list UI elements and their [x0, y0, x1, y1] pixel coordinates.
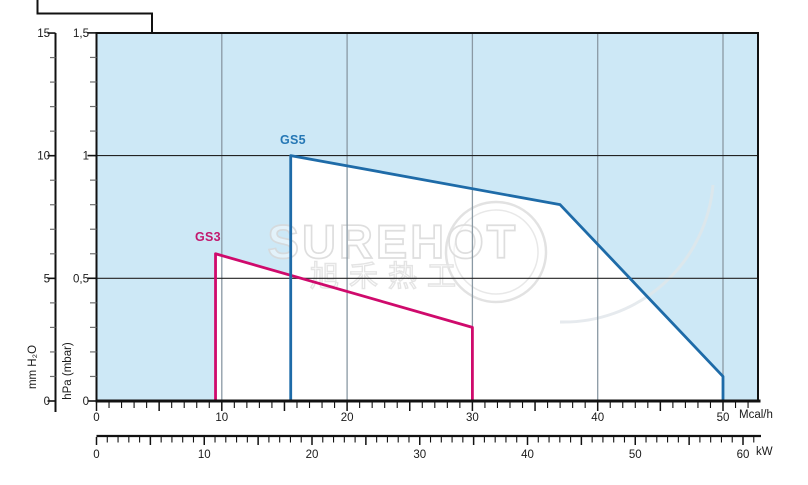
callout-line	[36, 0, 153, 33]
mm-tick-label-15: 15	[37, 28, 50, 40]
mm-tick-label-5: 5	[44, 273, 50, 285]
x-axis-unit-mcal: Mcal/h	[739, 409, 773, 421]
series-label-gs5: GS5	[280, 133, 306, 147]
mm-tick-label-10: 10	[37, 151, 50, 163]
mcal-tick-label-50: 50	[717, 412, 730, 424]
hpa-tick-label-1: 1	[83, 151, 89, 163]
hpa-tick-label-0,5: 0,5	[73, 273, 89, 285]
tick-labels-layer: 0 5 10 15 0 0,5 1 1,5 0 10 20 30 40 50 0 10 20 30 40 50 60	[37, 28, 749, 461]
kw-tick-label-30: 30	[413, 449, 426, 461]
gridlines-layer	[96, 33, 758, 401]
watermark-ring-inner	[453, 209, 539, 295]
series-label-gs3: GS3	[195, 230, 221, 244]
mcal-tick-label-10: 10	[215, 412, 228, 424]
kw-tick-label-20: 20	[306, 449, 319, 461]
y-axis-label-mm-h2o: mm H₂O	[27, 344, 39, 390]
watermark-text-main: SUREHOT	[268, 215, 519, 268]
hpa-tick-label-1,5: 1,5	[73, 28, 89, 40]
kw-tick-label-0: 0	[93, 449, 99, 461]
hpa-tick-label-0: 0	[83, 396, 89, 408]
watermark-ring-outer	[444, 200, 548, 304]
kw-tick-label-10: 10	[198, 449, 211, 461]
kw-tick-label-60: 60	[737, 449, 750, 461]
mcal-tick-label-40: 40	[591, 412, 604, 424]
y-axis-label-hpa-mbar: hPa (mbar)	[62, 342, 74, 400]
mcal-tick-label-20: 20	[341, 412, 354, 424]
watermark: SUREHOT 旭禾热工	[267, 184, 715, 324]
kw-tick-label-40: 40	[521, 449, 534, 461]
mcal-tick-label-0: 0	[93, 412, 99, 424]
mm-tick-label-0: 0	[44, 396, 50, 408]
x-axis-unit-kw: kW	[756, 446, 773, 458]
axes-layer	[36, 0, 761, 445]
mcal-tick-label-30: 30	[466, 412, 479, 424]
kw-tick-label-50: 50	[629, 449, 642, 461]
watermark-swirl	[559, 184, 715, 324]
